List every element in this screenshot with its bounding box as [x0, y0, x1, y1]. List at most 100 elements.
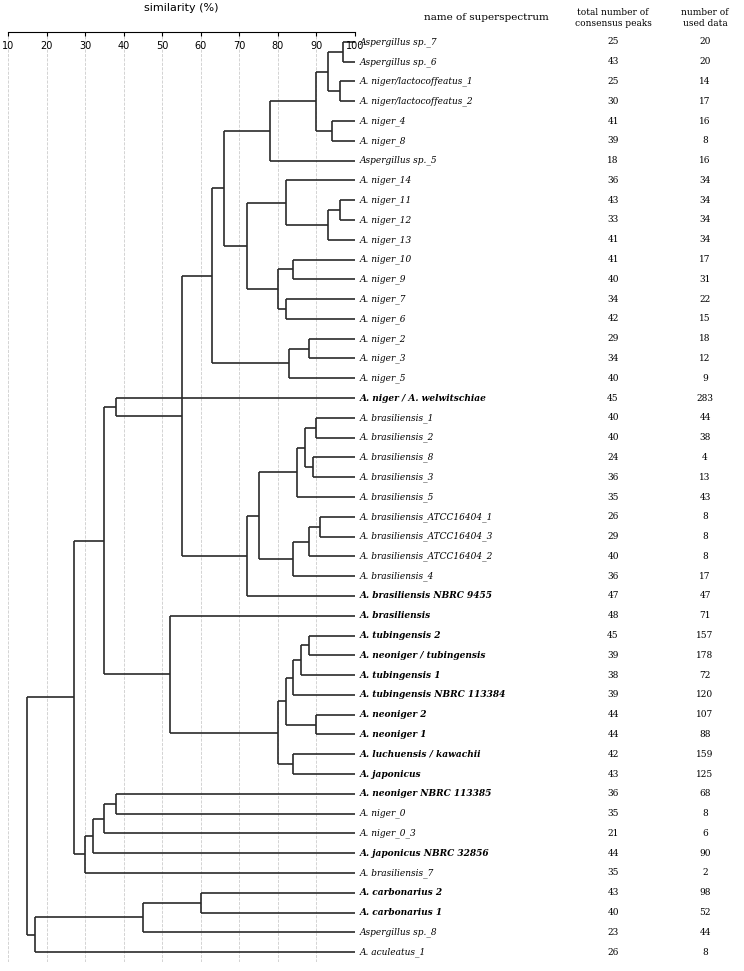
Text: A. brasiliensis NBRC 9455: A. brasiliensis NBRC 9455: [360, 591, 493, 600]
Text: A. neoniger / tubingensis: A. neoniger / tubingensis: [360, 651, 487, 660]
Text: 8: 8: [702, 948, 708, 956]
Text: 34: 34: [699, 176, 711, 184]
Text: A. niger_11: A. niger_11: [360, 195, 412, 205]
Text: 30: 30: [607, 97, 619, 106]
Text: 36: 36: [607, 473, 619, 482]
Text: A. aculeatus_1: A. aculeatus_1: [360, 948, 426, 957]
Text: 20: 20: [699, 38, 711, 47]
Text: Aspergillus sp._7: Aspergillus sp._7: [360, 37, 437, 47]
Text: 36: 36: [607, 572, 619, 581]
Text: 283: 283: [696, 393, 713, 403]
Text: A. brasiliensis_ATCC16404_3: A. brasiliensis_ATCC16404_3: [360, 532, 493, 542]
Text: 8: 8: [702, 513, 708, 521]
Text: 16: 16: [699, 156, 711, 165]
Text: 25: 25: [607, 38, 619, 47]
Text: 42: 42: [607, 315, 619, 323]
Text: 34: 34: [699, 235, 711, 245]
Text: 52: 52: [699, 908, 711, 917]
Text: 40: 40: [607, 374, 619, 383]
Text: Aspergillus sp._5: Aspergillus sp._5: [360, 155, 437, 165]
Text: name of superspectrum: name of superspectrum: [424, 14, 549, 22]
Text: 2: 2: [702, 868, 708, 878]
Text: 8: 8: [702, 136, 708, 146]
Text: total number of
consensus peaks: total number of consensus peaks: [574, 9, 652, 28]
Text: A. brasiliensis_4: A. brasiliensis_4: [360, 571, 434, 581]
Text: 44: 44: [699, 414, 711, 422]
Text: A. tubingensis 1: A. tubingensis 1: [360, 671, 441, 680]
Text: A. niger_3: A. niger_3: [360, 353, 406, 363]
Text: A. brasiliensis_3: A. brasiliensis_3: [360, 472, 434, 482]
Text: A. niger_7: A. niger_7: [360, 294, 406, 304]
Text: A. brasiliensis_7: A. brasiliensis_7: [360, 868, 434, 878]
Text: 18: 18: [699, 334, 711, 343]
Text: 12: 12: [699, 354, 711, 363]
Text: 39: 39: [607, 690, 619, 699]
Text: 9: 9: [702, 374, 708, 383]
Text: 44: 44: [607, 730, 619, 739]
Text: 21: 21: [607, 829, 619, 838]
Text: 8: 8: [702, 809, 708, 819]
Text: A. tubingensis NBRC 113384: A. tubingensis NBRC 113384: [360, 690, 507, 699]
Text: 14: 14: [699, 77, 711, 86]
Text: 24: 24: [607, 452, 619, 462]
Text: 107: 107: [696, 710, 713, 720]
Text: A. luchuensis / kawachii: A. luchuensis / kawachii: [360, 750, 481, 758]
Text: 98: 98: [699, 888, 711, 897]
Text: A. brasiliensis_ATCC16404_1: A. brasiliensis_ATCC16404_1: [360, 512, 493, 521]
Text: 72: 72: [699, 671, 711, 680]
Text: 35: 35: [607, 868, 619, 878]
Text: 43: 43: [607, 57, 619, 66]
Text: 39: 39: [607, 651, 619, 660]
Text: 26: 26: [607, 948, 619, 956]
Text: 17: 17: [699, 97, 711, 106]
Text: 29: 29: [607, 334, 619, 343]
Text: A. brasiliensis: A. brasiliensis: [360, 611, 432, 620]
Text: 34: 34: [607, 294, 619, 304]
Text: 157: 157: [696, 631, 713, 640]
Text: A. brasiliensis_ATCC16404_2: A. brasiliensis_ATCC16404_2: [360, 552, 493, 561]
Text: A. niger_0: A. niger_0: [360, 809, 406, 819]
Text: A. brasiliensis_5: A. brasiliensis_5: [360, 492, 434, 502]
Text: A. neoniger 2: A. neoniger 2: [360, 710, 428, 720]
Text: 6: 6: [702, 829, 708, 838]
Text: 43: 43: [699, 492, 711, 501]
Text: 44: 44: [607, 849, 619, 857]
Text: 23: 23: [607, 928, 618, 937]
Text: 43: 43: [607, 196, 619, 205]
Text: number of
used data: number of used data: [682, 9, 729, 28]
Text: A. carbonarius 2: A. carbonarius 2: [360, 888, 443, 897]
Text: 8: 8: [702, 532, 708, 541]
Text: A. tubingensis 2: A. tubingensis 2: [360, 631, 441, 640]
Text: 36: 36: [607, 176, 619, 184]
Text: 41: 41: [607, 117, 619, 125]
Text: A. niger_6: A. niger_6: [360, 314, 406, 323]
Text: 47: 47: [607, 591, 619, 600]
Text: 41: 41: [607, 235, 619, 245]
Text: 40: 40: [607, 908, 619, 917]
Text: A. carbonarius 1: A. carbonarius 1: [360, 908, 443, 917]
Text: A. niger_9: A. niger_9: [360, 275, 406, 285]
Text: 38: 38: [699, 433, 711, 442]
Text: A. niger_8: A. niger_8: [360, 136, 406, 146]
Text: 38: 38: [607, 671, 619, 680]
Text: A. niger/lactocoffeatus_2: A. niger/lactocoffeatus_2: [360, 96, 474, 106]
Text: 4: 4: [702, 452, 708, 462]
Text: 44: 44: [699, 928, 711, 937]
Text: 20: 20: [699, 57, 711, 66]
Text: 40: 40: [607, 433, 619, 442]
Text: 15: 15: [699, 315, 711, 323]
Text: A. niger_4: A. niger_4: [360, 117, 406, 126]
Text: 16: 16: [699, 117, 711, 125]
Text: 178: 178: [696, 651, 713, 660]
Text: 45: 45: [607, 631, 619, 640]
Text: 44: 44: [607, 710, 619, 720]
Text: 26: 26: [607, 513, 619, 521]
Text: 34: 34: [699, 196, 711, 205]
Text: similarity (%): similarity (%): [144, 3, 219, 13]
Text: 43: 43: [607, 888, 619, 897]
Text: A. japonicus: A. japonicus: [360, 770, 422, 779]
Text: 39: 39: [607, 136, 619, 146]
Text: A. brasiliensis_1: A. brasiliensis_1: [360, 413, 434, 422]
Text: A. niger_2: A. niger_2: [360, 334, 406, 344]
Text: 90: 90: [699, 849, 711, 857]
